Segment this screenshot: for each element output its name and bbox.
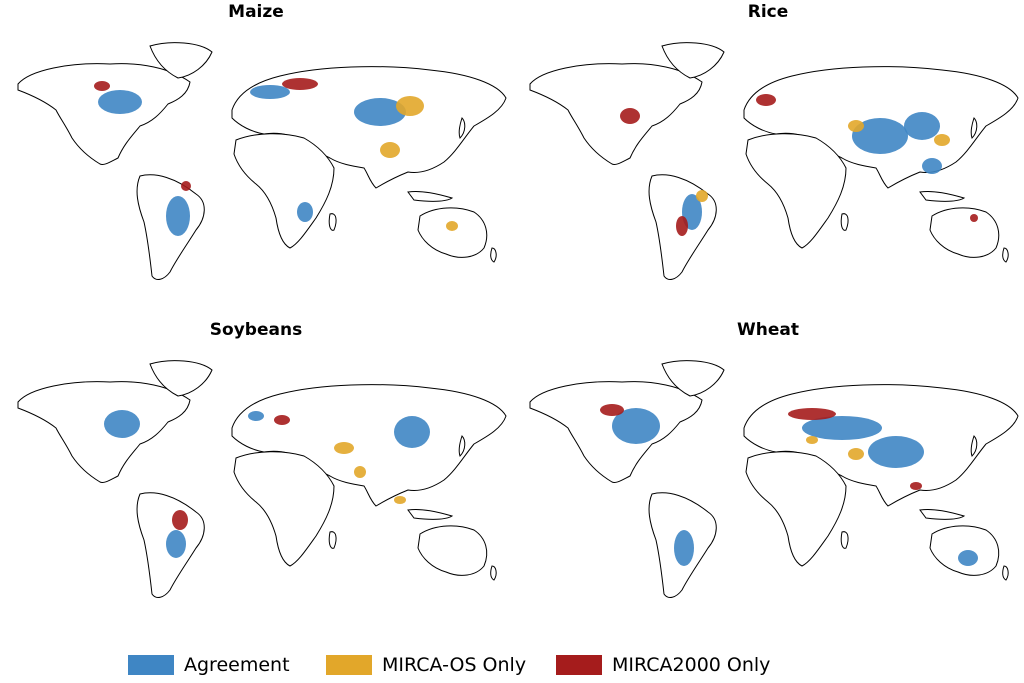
panel-title: Soybeans bbox=[209, 320, 303, 340]
country-outlines bbox=[529, 42, 1019, 280]
crop-extent-overlay bbox=[104, 410, 430, 558]
map-panel-wheat: Wheat bbox=[512, 318, 1024, 618]
crop-extent-overlay bbox=[620, 94, 978, 236]
country-outlines bbox=[17, 360, 507, 598]
legend-item-agreement: Agreement bbox=[128, 653, 290, 677]
world-map bbox=[529, 42, 1019, 280]
legend-swatch bbox=[326, 655, 372, 675]
panel-title: Wheat bbox=[737, 320, 799, 340]
country-outlines bbox=[17, 42, 507, 280]
legend-swatch bbox=[556, 655, 602, 675]
legend-label: MIRCA-OS Only bbox=[382, 654, 527, 676]
map-legend: Agreement MIRCA-OS Only MIRCA2000 Only bbox=[0, 650, 1024, 680]
legend-item-mirca-os-only: MIRCA-OS Only bbox=[326, 653, 526, 677]
country-outlines bbox=[529, 360, 1019, 598]
legend-swatch bbox=[128, 655, 174, 675]
legend-label: MIRCA2000 Only bbox=[612, 654, 771, 676]
world-map bbox=[17, 360, 507, 598]
world-map bbox=[529, 360, 1019, 598]
map-panel-soybeans: Soybeans bbox=[0, 318, 512, 618]
legend-label: Agreement bbox=[184, 654, 290, 676]
crop-extent-overlay bbox=[94, 78, 458, 236]
crop-extent-overlay bbox=[600, 404, 978, 566]
map-panel-rice: Rice bbox=[512, 0, 1024, 300]
map-panel-maize: Maize bbox=[0, 0, 512, 300]
panel-title: Maize bbox=[228, 2, 284, 22]
legend-item-mirca2000-only: MIRCA2000 Only bbox=[556, 653, 770, 677]
world-map bbox=[17, 42, 507, 280]
panel-title: Rice bbox=[747, 2, 789, 22]
